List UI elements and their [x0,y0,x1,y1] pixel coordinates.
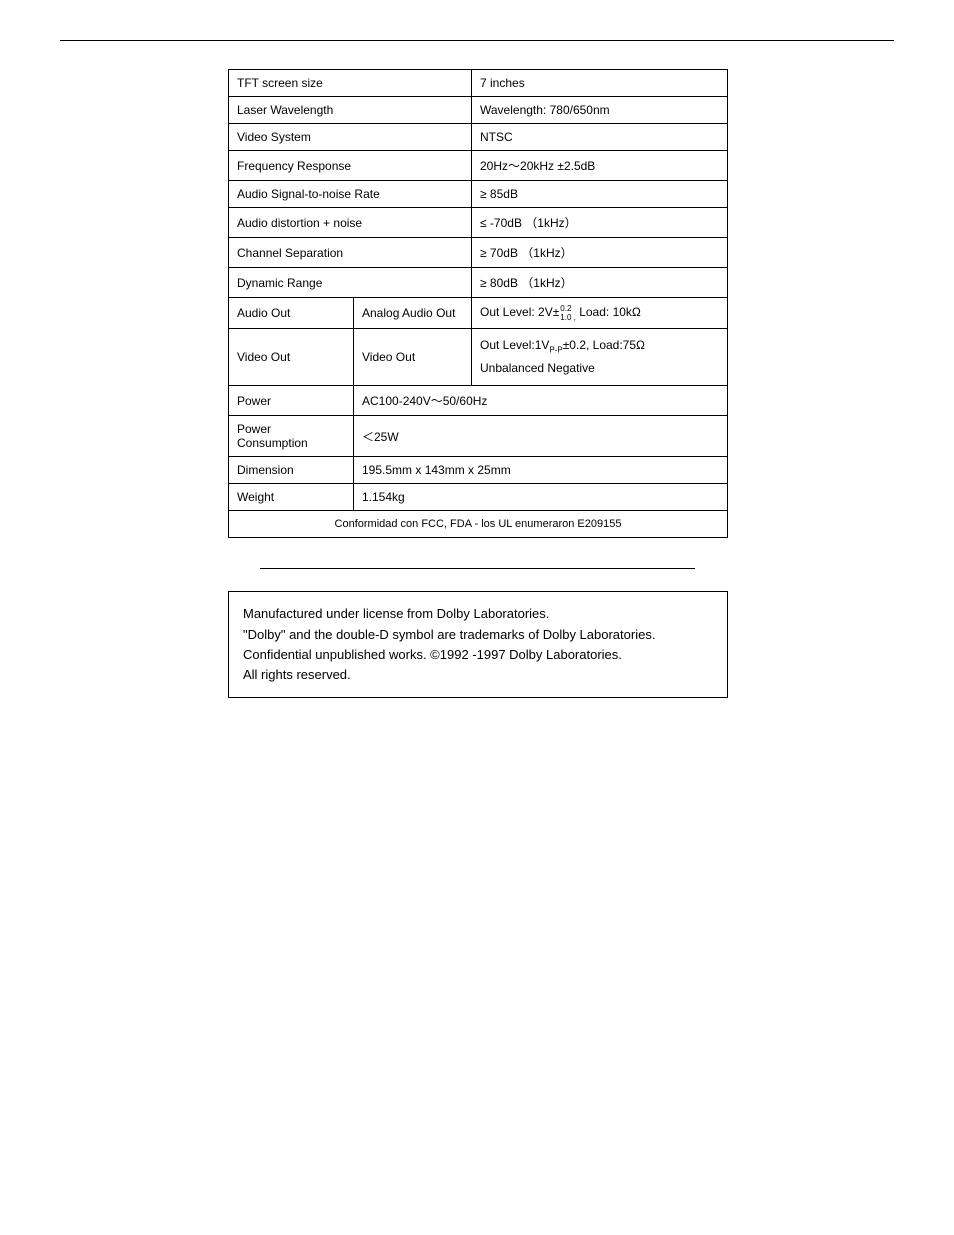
spec-row: Dimension 195.5mm x 143mm x 25mm [229,457,728,484]
spec-row: Power AC100-240V～50/60Hz [229,386,728,416]
spec-row-video-out: Video Out Video Out Out Level:1VP-P±0.2,… [229,329,728,386]
divider-rule [260,568,695,569]
spec-value: 7 inches [472,70,728,97]
line1-sub: P-P [549,345,562,354]
page: TFT screen size 7 inches Laser Wavelengt… [0,0,954,738]
spec-label: Frequency Response [229,151,472,181]
spec-row: Weight 1.154kg [229,484,728,511]
value-prefix: Out Level: 2V± [480,305,559,319]
notice-text: 1992 -1997 Dolby Laboratories. [440,647,622,662]
line1-prefix: Out Level:1V [480,338,549,352]
spec-row: Audio distortion + noise ≤ -70dB （1kHz） [229,208,728,238]
spec-label: Dimension [229,457,354,484]
spec-label: TFT screen size [229,70,472,97]
fraction: 0.21.0 , [560,304,576,322]
dolby-notice: Manufactured under license from Dolby La… [228,591,728,698]
spec-value: AC100-240V～50/60Hz [354,386,728,416]
notice-line: "Dolby" and the double-D symbol are trad… [243,625,713,645]
spec-label: Power Consumption [229,416,354,457]
spec-label: Dynamic Range [229,268,472,298]
spec-sublabel: Analog Audio Out [354,298,472,329]
spec-row: Dynamic Range ≥ 80dB （1kHz） [229,268,728,298]
spec-row-audio-out: Audio Out Analog Audio Out Out Level: 2V… [229,298,728,329]
frac-bot: 1.0 , [560,313,576,322]
notice-line: Confidential unpublished works. ©1992 -1… [243,645,713,665]
line2: Unbalanced Negative [480,361,595,375]
spec-label: Weight [229,484,354,511]
spec-value: ＜25W [354,416,728,457]
spec-label: Laser Wavelength [229,97,472,124]
spec-row: Channel Separation ≥ 70dB （1kHz） [229,238,728,268]
spec-label: Audio Out [229,298,354,329]
spec-value: 20Hz～20kHz ±2.5dB [472,151,728,181]
spec-row: Audio Signal-to-noise Rate ≥ 85dB [229,181,728,208]
spec-value: 195.5mm x 143mm x 25mm [354,457,728,484]
spec-label: Video Out [229,329,354,386]
spec-row: Power Consumption ＜25W [229,416,728,457]
spec-value: Out Level:1VP-P±0.2, Load:75Ω Unbalanced… [472,329,728,386]
spec-table: TFT screen size 7 inches Laser Wavelengt… [228,69,728,538]
spec-footer: Conformidad con FCC, FDA - los UL enumer… [229,511,728,538]
spec-label: Power [229,386,354,416]
spec-row: TFT screen size 7 inches [229,70,728,97]
frac-top: 0.2 [560,304,571,313]
spec-label: Channel Separation [229,238,472,268]
line1-suffix: ±0.2, Load:75Ω [563,338,645,352]
spec-row: Video System NTSC [229,124,728,151]
spec-value: ≥ 85dB [472,181,728,208]
spec-label: Audio distortion + noise [229,208,472,238]
copyright-icon: © [430,647,440,662]
spec-value: 1.154kg [354,484,728,511]
spec-label: Video System [229,124,472,151]
spec-row-footer: Conformidad con FCC, FDA - los UL enumer… [229,511,728,538]
notice-line: Manufactured under license from Dolby La… [243,604,713,624]
spec-value: ≥ 70dB （1kHz） [472,238,728,268]
top-rule [60,40,894,41]
value-suffix: Load: 10kΩ [576,305,641,319]
notice-line: All rights reserved. [243,665,713,685]
spec-value: Wavelength: 780/650nm [472,97,728,124]
notice-text: Confidential unpublished works. [243,647,430,662]
spec-row: Frequency Response 20Hz～20kHz ±2.5dB [229,151,728,181]
spec-label: Audio Signal-to-noise Rate [229,181,472,208]
spec-value: ≥ 80dB （1kHz） [472,268,728,298]
spec-row: Laser Wavelength Wavelength: 780/650nm [229,97,728,124]
spec-value: Out Level: 2V±0.21.0 , Load: 10kΩ [472,298,728,329]
spec-value: ≤ -70dB （1kHz） [472,208,728,238]
spec-value: NTSC [472,124,728,151]
spec-sublabel: Video Out [354,329,472,386]
